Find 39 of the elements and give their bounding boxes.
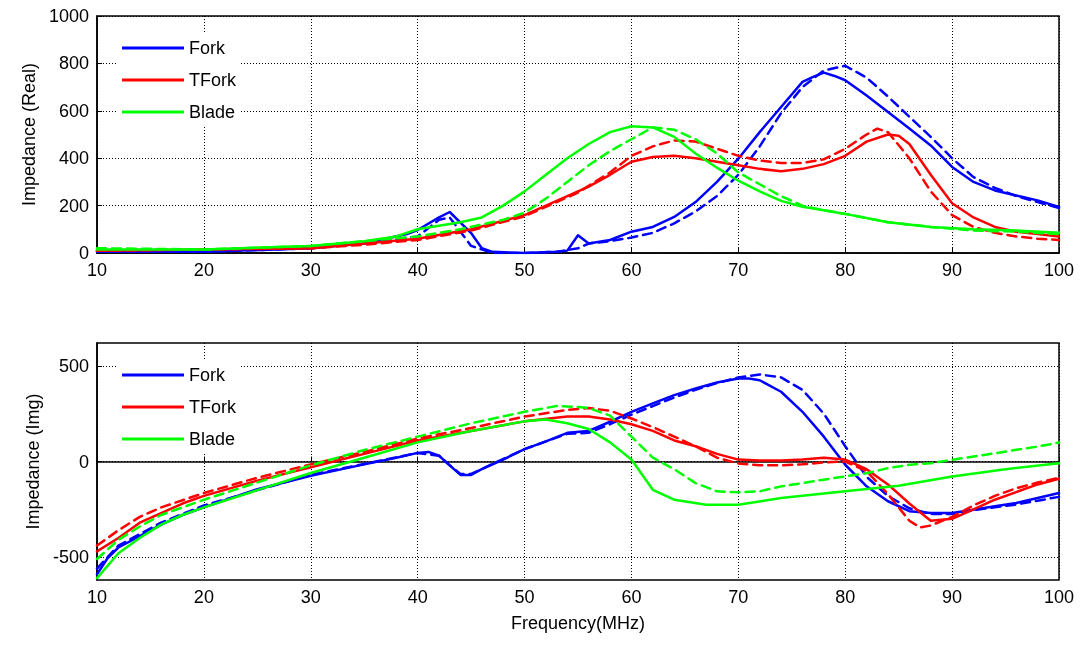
- y-tick-label: 200: [58, 195, 89, 216]
- x-tick-label: 90: [942, 260, 963, 280]
- y-axis-title: Impedance (Img): [23, 393, 43, 530]
- x-tick-label: 60: [621, 260, 642, 280]
- x-tick-label: 10: [86, 587, 108, 607]
- legend-label: Fork: [189, 38, 226, 58]
- x-tick-label: 70: [728, 260, 749, 280]
- line-series: [95, 418, 1061, 580]
- x-tick-label: 60: [621, 587, 642, 607]
- legend-label: Blade: [189, 102, 236, 122]
- x-tick-label: 20: [193, 587, 214, 607]
- legend-label: TFork: [189, 397, 237, 417]
- x-tick-label: 30: [300, 587, 321, 607]
- y-tick-label: 400: [58, 148, 89, 169]
- x-tick-label: 50: [514, 260, 535, 280]
- x-tick-label: 10: [86, 260, 108, 280]
- x-tick-label: 20: [193, 260, 214, 280]
- x-tick-label: 90: [942, 587, 963, 607]
- y-tick-label: 0: [78, 243, 89, 263]
- x-tick-label: 80: [835, 587, 856, 607]
- legend-label: TFork: [189, 70, 237, 90]
- x-tick-label: 100: [1043, 260, 1075, 280]
- y-tick-label: 800: [58, 53, 89, 74]
- x-tick-label: 70: [728, 587, 749, 607]
- y-axis-title: Impedance (Real): [19, 62, 40, 207]
- legend-label: Blade: [189, 429, 236, 449]
- x-tick-label: 30: [300, 260, 321, 280]
- legend-label: Fork: [189, 365, 226, 385]
- x-tick-label: 50: [514, 587, 535, 607]
- y-tick-label: -500: [52, 547, 89, 568]
- y-tick-label: 0: [78, 451, 89, 472]
- y-tick-label: 500: [58, 355, 89, 376]
- x-tick-label: 40: [407, 587, 428, 607]
- y-tick-label: 1000: [48, 6, 89, 26]
- x-tick-label: 100: [1043, 587, 1075, 607]
- x-tick-label: 40: [407, 260, 428, 280]
- x-tick-label: 80: [835, 260, 856, 280]
- y-tick-label: 600: [58, 100, 89, 121]
- x-axis-title: Frequency(MHz): [510, 613, 646, 633]
